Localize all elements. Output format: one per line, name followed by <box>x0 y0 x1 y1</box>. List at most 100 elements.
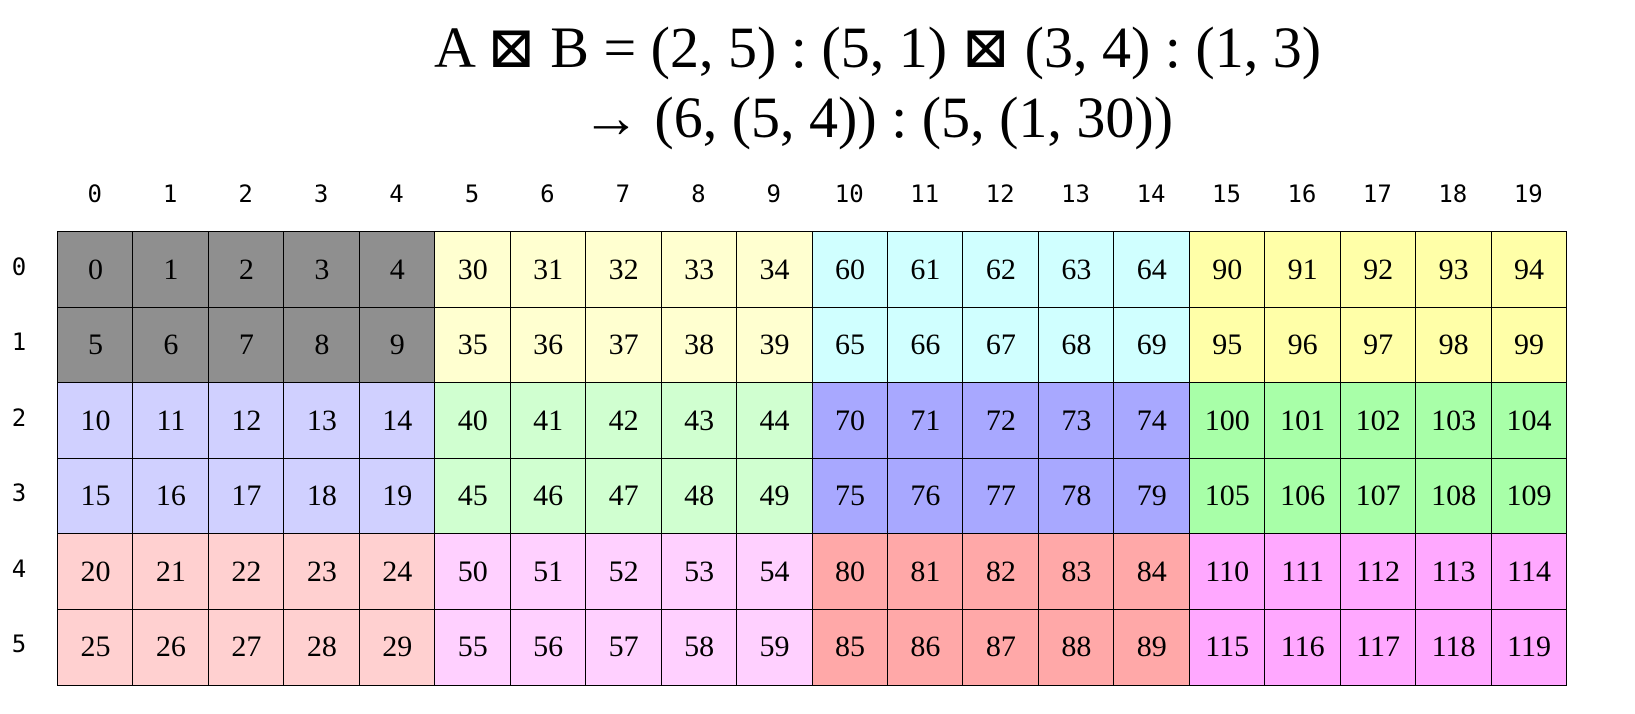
grid-cell: 74 <box>1113 382 1191 459</box>
grid-cell: 92 <box>1339 231 1417 308</box>
grid-cell: 23 <box>283 533 361 610</box>
grid-cell: 96 <box>1264 306 1342 384</box>
grid-cell: 106 <box>1264 457 1342 535</box>
grid-cell: 7 <box>207 306 285 384</box>
grid-cell: 51 <box>509 533 587 610</box>
grid-cell: 34 <box>736 231 813 308</box>
grid-cell: 55 <box>434 608 512 686</box>
grid-cell: 44 <box>736 382 813 459</box>
grid-cell: 57 <box>585 608 663 686</box>
grid-cell: 35 <box>434 306 512 384</box>
column-label: 18 <box>1438 180 1468 208</box>
grid-cell: 71 <box>886 382 964 459</box>
grid-cell: 4 <box>358 231 436 308</box>
column-label: 17 <box>1362 180 1392 208</box>
grid-cell: 112 <box>1339 533 1417 610</box>
grid-cell: 9 <box>358 306 436 384</box>
grid-cell: 109 <box>1490 457 1568 535</box>
grid-cell: 12 <box>207 382 285 459</box>
column-label: 9 <box>766 180 781 208</box>
grid-cell: 63 <box>1037 231 1115 308</box>
grid-cell: 68 <box>1037 306 1115 384</box>
grid-cell: 81 <box>886 533 964 610</box>
grid-cell: 52 <box>585 533 663 610</box>
grid-cell: 70 <box>811 382 889 459</box>
row-label: 1 <box>11 328 27 357</box>
grid-cell: 45 <box>434 457 512 535</box>
grid-cell: 102 <box>1339 382 1417 459</box>
grid-cell: 107 <box>1339 457 1417 535</box>
grid-cell: 27 <box>207 608 285 686</box>
grid-cell: 22 <box>207 533 285 610</box>
grid-cell: 103 <box>1415 382 1493 459</box>
grid-cell: 86 <box>886 608 964 686</box>
grid-cell: 0 <box>57 231 134 308</box>
formula-line-1: A ⊠ B = (2, 5) : (5, 1) ⊠ (3, 4) : (1, 3… <box>433 15 1322 80</box>
grid-cell: 42 <box>585 382 663 459</box>
row-label: 5 <box>11 630 27 659</box>
grid-cell: 25 <box>57 608 134 686</box>
grid-cell: 89 <box>1113 608 1191 686</box>
grid-cell: 38 <box>660 306 738 384</box>
column-label: 13 <box>1061 180 1091 208</box>
grid-cell: 90 <box>1188 231 1266 308</box>
grid-cell: 118 <box>1415 608 1493 686</box>
grid-cell: 80 <box>811 533 889 610</box>
grid-cell: 66 <box>886 306 964 384</box>
grid-cell: 20 <box>57 533 134 610</box>
grid-cell: 13 <box>283 382 361 459</box>
grid-cell: 108 <box>1415 457 1493 535</box>
column-label: 11 <box>910 180 940 208</box>
column-label: 14 <box>1136 180 1166 208</box>
grid-cell: 101 <box>1264 382 1342 459</box>
grid-cell: 18 <box>283 457 361 535</box>
grid-cell: 61 <box>886 231 964 308</box>
grid-cell: 21 <box>132 533 210 610</box>
row-label: 2 <box>11 403 27 432</box>
column-label: 16 <box>1287 180 1317 208</box>
grid-cell: 67 <box>962 306 1040 384</box>
grid-cell: 47 <box>585 457 663 535</box>
grid-cell: 69 <box>1113 306 1191 384</box>
grid-cell: 114 <box>1490 533 1568 610</box>
grid-cell: 1 <box>132 231 210 308</box>
grid-cell: 50 <box>434 533 512 610</box>
grid-cell: 60 <box>811 231 889 308</box>
grid-cell: 32 <box>585 231 663 308</box>
grid-cell: 39 <box>736 306 813 384</box>
column-label: 2 <box>238 180 253 208</box>
grid-cell: 40 <box>434 382 512 459</box>
column-label: 0 <box>87 180 102 208</box>
column-label: 5 <box>464 180 480 208</box>
grid-cell: 105 <box>1188 457 1266 535</box>
row-label: 4 <box>11 554 27 583</box>
grid-cell: 41 <box>509 382 587 459</box>
grid-cell: 17 <box>207 457 285 535</box>
grid-cell: 79 <box>1113 457 1191 535</box>
grid-cell: 87 <box>962 608 1040 686</box>
grid-cell: 95 <box>1188 306 1266 384</box>
grid-cell: 10 <box>57 382 134 459</box>
grid-cell: 117 <box>1339 608 1417 686</box>
grid-cell: 111 <box>1264 533 1342 610</box>
grid-cell: 104 <box>1490 382 1568 459</box>
grid-cell: 6 <box>132 306 210 384</box>
grid-cell: 46 <box>509 457 587 535</box>
grid-cell: 31 <box>509 231 587 308</box>
grid-cell: 59 <box>736 608 813 686</box>
grid-cell: 100 <box>1188 382 1266 459</box>
grid-cell: 54 <box>736 533 813 610</box>
grid-cell: 75 <box>811 457 889 535</box>
grid-cell: 8 <box>283 306 361 384</box>
grid-cell: 98 <box>1415 306 1493 384</box>
grid-cell: 15 <box>57 457 134 535</box>
grid-cell: 73 <box>1037 382 1115 459</box>
grid-cell: 78 <box>1037 457 1115 535</box>
grid-cell: 110 <box>1188 533 1266 610</box>
grid-cell: 62 <box>962 231 1040 308</box>
column-label: 15 <box>1212 180 1241 208</box>
column-label: 3 <box>313 180 329 208</box>
grid-cell: 99 <box>1490 306 1568 384</box>
grid-cell: 33 <box>660 231 738 308</box>
grid-cell: 72 <box>962 382 1040 459</box>
